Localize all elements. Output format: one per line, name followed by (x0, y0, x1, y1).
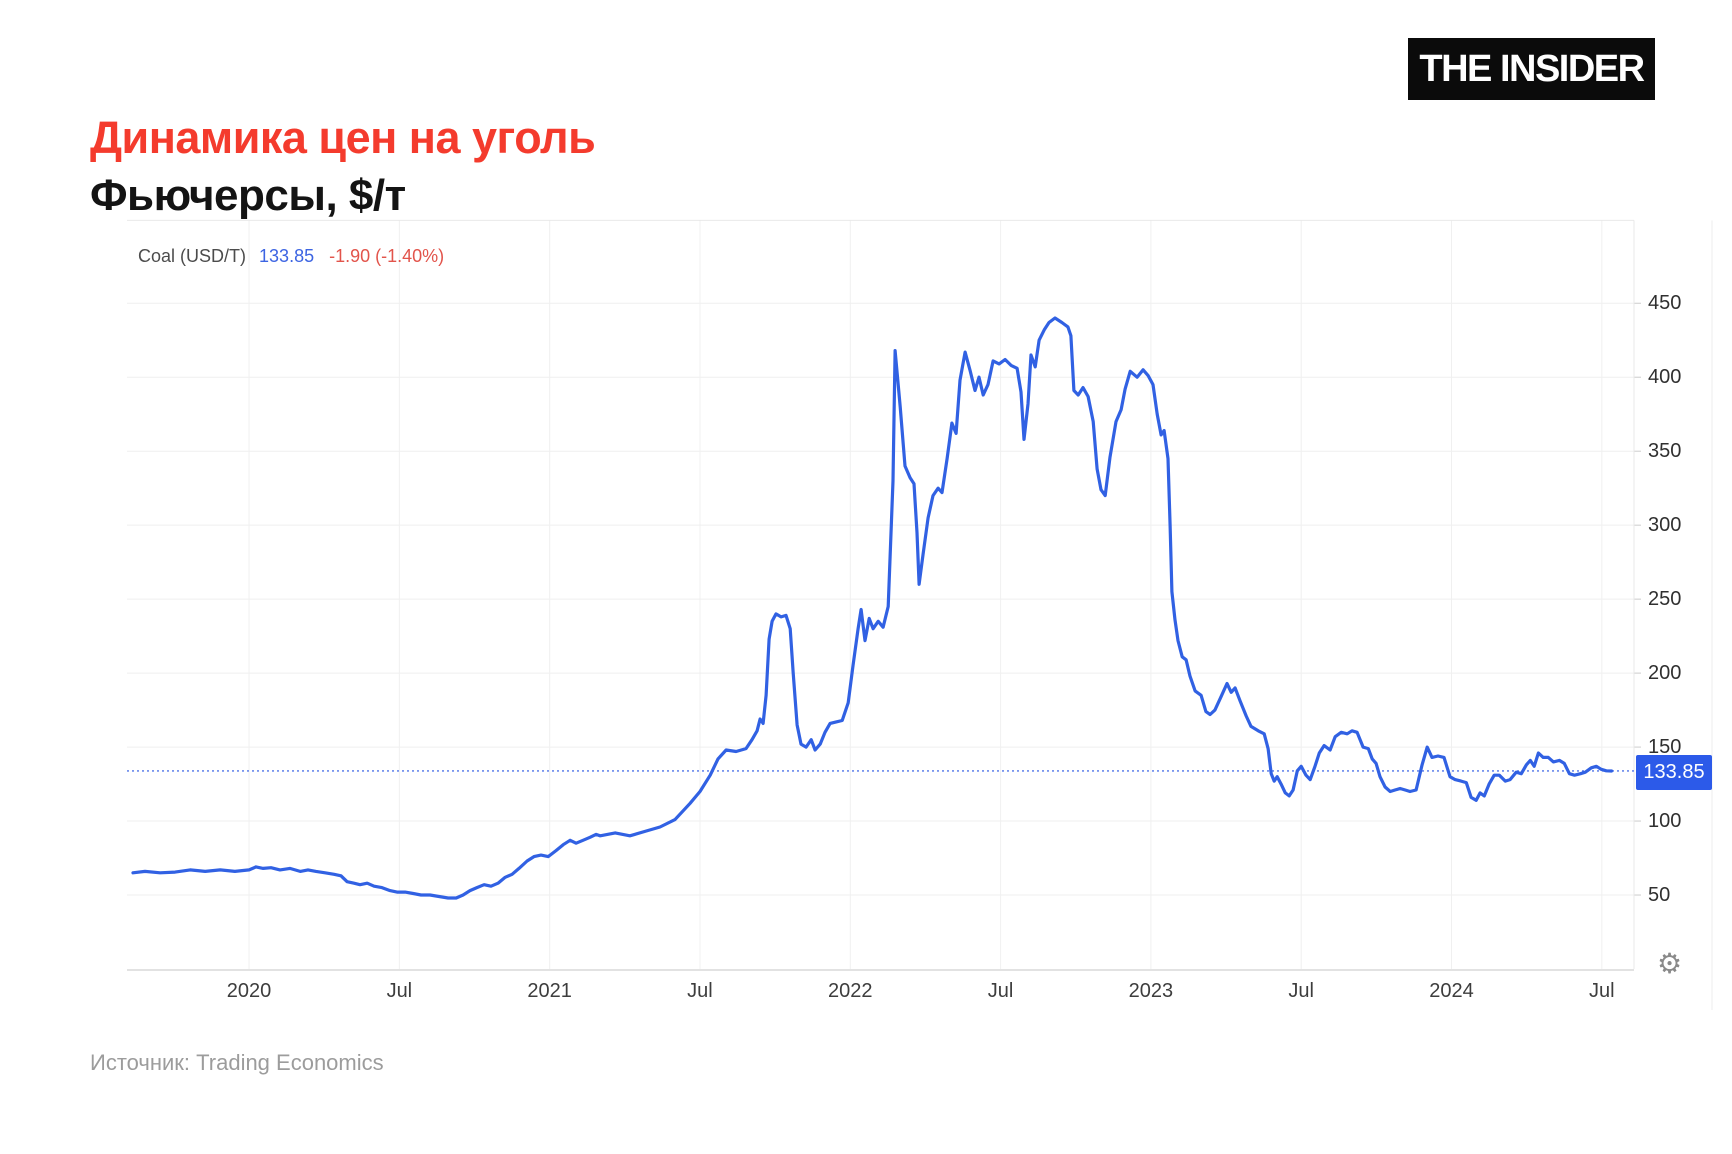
chart-legend: Coal (USD/T) 133.85 -1.90 (-1.40%) (138, 243, 444, 269)
x-axis-label: 2024 (1429, 980, 1474, 1002)
y-axis-label: 100 (1648, 810, 1682, 833)
x-axis-label: Jul (1288, 980, 1314, 1002)
x-axis-label: 2022 (828, 980, 873, 1002)
logo-text: THE INSIDER (1419, 47, 1645, 90)
y-axis-label: 450 (1648, 292, 1682, 315)
source-credit: Источник: Trading Economics (90, 1050, 384, 1075)
y-axis-label: 250 (1648, 588, 1682, 611)
legend-change: -1.90 (-1.40%) (329, 246, 445, 266)
legend-instrument: Coal (USD/T) (138, 246, 247, 266)
page-subtitle: Фьючерсы, $/т (90, 170, 406, 220)
x-axis-label: 2021 (527, 980, 572, 1002)
x-axis-label: 2023 (1128, 980, 1174, 1002)
x-axis-label: Jul (1589, 980, 1615, 1002)
y-axis-label: 400 (1648, 366, 1682, 389)
x-axis-label: 2020 (226, 980, 272, 1002)
last-price-badge: 133.85 (1636, 754, 1712, 790)
settings-gear-icon[interactable]: ⚙ (1657, 947, 1683, 980)
price-line (131, 316, 1614, 900)
y-axis-label: 200 (1648, 662, 1682, 685)
x-axis-label: Jul (386, 980, 413, 1002)
legend-last-price: 133.85 (259, 246, 315, 266)
x-axis-label: Jul (987, 980, 1014, 1002)
y-axis-label: 50 (1648, 884, 1671, 907)
the-insider-logo: THE INSIDER (1408, 38, 1655, 100)
page-title: Динамика цен на уголь (90, 112, 596, 164)
y-axis-label: 150 (1648, 736, 1682, 759)
y-axis-label: 300 (1648, 514, 1682, 537)
y-axis-label: 350 (1648, 440, 1682, 463)
x-axis-label: Jul (687, 980, 713, 1002)
